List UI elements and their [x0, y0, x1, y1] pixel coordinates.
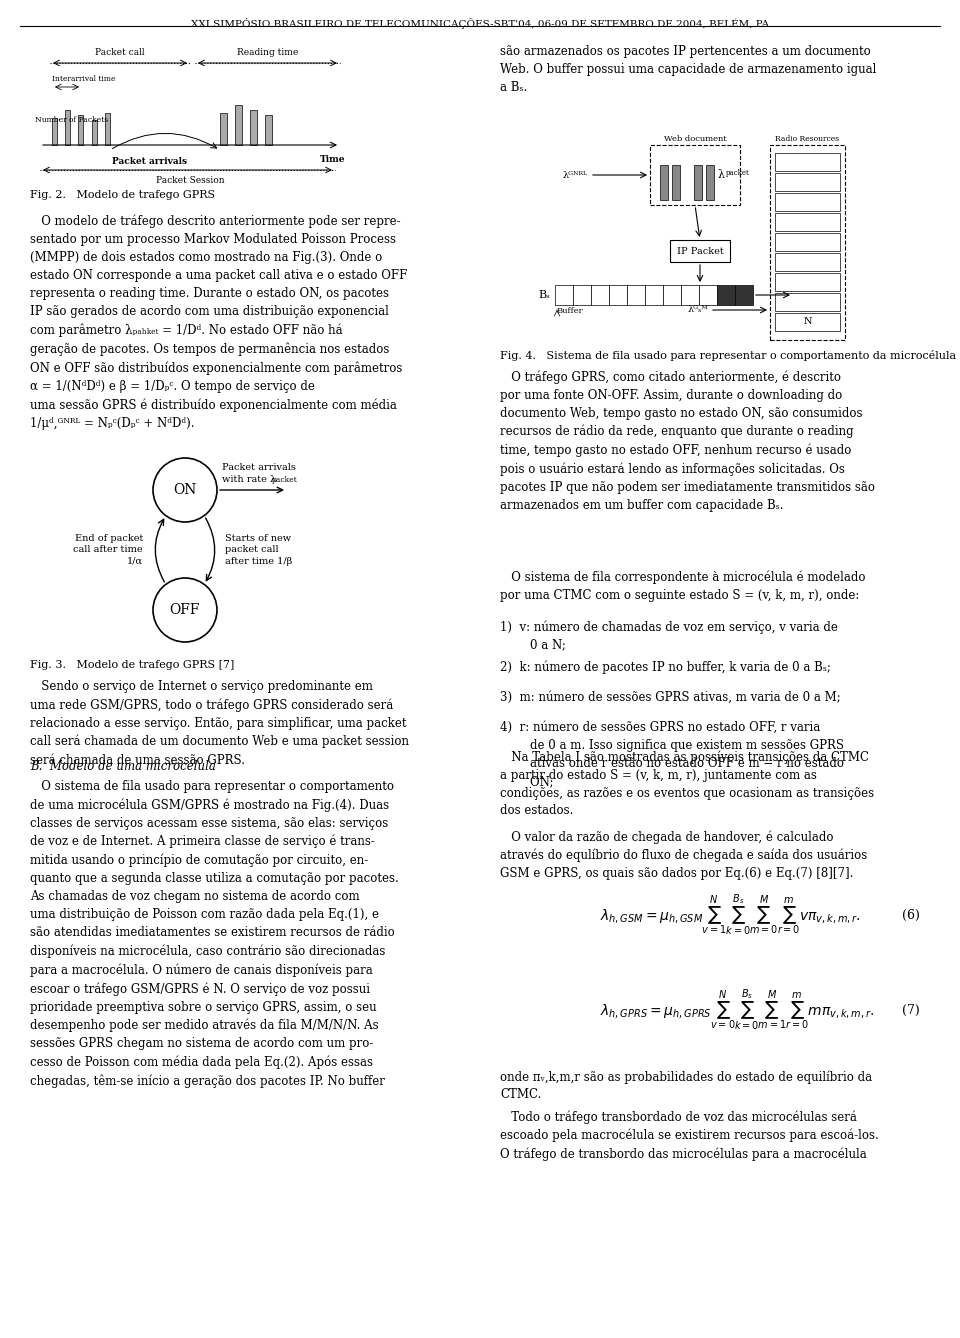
Bar — [265, 115, 272, 145]
Bar — [627, 285, 645, 305]
Text: 3)  m: número de sessões GPRS ativas, m varia de 0 a M;: 3) m: número de sessões GPRS ativas, m v… — [500, 690, 841, 704]
Text: packet: packet — [726, 169, 750, 177]
Text: Web document: Web document — [663, 135, 727, 143]
Bar — [706, 165, 714, 199]
Text: Sendo o serviço de Internet o serviço predominante em
uma rede GSM/GPRS, todo o : Sendo o serviço de Internet o serviço pr… — [30, 680, 409, 767]
Text: Fig. 3.   Modelo de trafego GPRS [7]: Fig. 3. Modelo de trafego GPRS [7] — [30, 660, 234, 670]
Bar — [92, 120, 97, 145]
Text: Time: Time — [320, 155, 345, 165]
Bar — [105, 112, 110, 145]
Text: $\lambda_{h,GSM} = \mu_{h,GSM} \sum_{v=1}^{N} \sum_{k=0}^{B_s} \sum_{m=0}^{M} \s: $\lambda_{h,GSM} = \mu_{h,GSM} \sum_{v=1… — [600, 892, 861, 938]
Text: B.  Modelo de uma microcélula: B. Modelo de uma microcélula — [30, 760, 216, 773]
Bar — [52, 118, 57, 145]
Text: Starts of new
packet call
after time 1/β: Starts of new packet call after time 1/β — [225, 534, 292, 566]
Text: O sistema de fila correspondente à microcélula é modelado
por uma CTMC com o seg: O sistema de fila correspondente à micro… — [500, 570, 866, 602]
Bar — [663, 285, 681, 305]
FancyBboxPatch shape — [670, 240, 730, 262]
Text: Number of Packets: Number of Packets — [35, 116, 108, 124]
Text: O valor da razão de chegada de handover, é calculado
através do equlíbrio do flu: O valor da razão de chegada de handover,… — [500, 830, 867, 880]
Text: Buffer: Buffer — [557, 306, 584, 314]
Text: Reading time: Reading time — [237, 48, 299, 58]
Bar — [573, 285, 591, 305]
Text: Todo o tráfego transbordado de voz das microcélulas será
escoado pela macrocélul: Todo o tráfego transbordado de voz das m… — [500, 1111, 878, 1161]
Text: Packet call: Packet call — [95, 48, 145, 58]
Text: ON: ON — [174, 483, 197, 496]
Bar — [717, 285, 735, 305]
Bar — [650, 145, 740, 205]
Bar — [609, 285, 627, 305]
Text: (6): (6) — [902, 909, 920, 922]
Bar — [775, 233, 840, 252]
Bar — [775, 313, 840, 330]
Bar — [681, 285, 699, 305]
Text: 1)  v: número de chamadas de voz em serviço, v varia de
        0 a N;: 1) v: número de chamadas de voz em servi… — [500, 619, 838, 652]
Bar — [672, 165, 680, 199]
Text: onde πᵥ,k,m,r são as probabilidades do estado de equilíbrio da
CTMC.: onde πᵥ,k,m,r são as probabilidades do e… — [500, 1070, 872, 1101]
Text: XXI SIMPÓSIO BRASILEIRO DE TELECOMUNICAÇÕES-SBT'04, 06-09 DE SETEMBRO DE 2004, B: XXI SIMPÓSIO BRASILEIRO DE TELECOMUNICAÇ… — [191, 17, 769, 29]
Bar — [775, 253, 840, 272]
Bar — [645, 285, 663, 305]
Text: packet: packet — [272, 476, 298, 484]
Bar — [65, 110, 70, 145]
Bar — [591, 285, 609, 305]
Text: 4)  r: número de sessões GPRS no estado OFF, r varia
        de 0 a m. Isso sign: 4) r: número de sessões GPRS no estado O… — [500, 721, 844, 788]
Text: O tráfego GPRS, como citado anteriormente, é descrito
por uma fonte ON-OFF. Assi: O tráfego GPRS, como citado anteriorment… — [500, 371, 875, 511]
Text: Packet arrivals: Packet arrivals — [112, 157, 187, 166]
Text: 2)  k: número de pacotes IP no buffer, k varia de 0 a Bₛ;: 2) k: número de pacotes IP no buffer, k … — [500, 661, 830, 674]
Text: λᴳₛᴹ: λᴳₛᴹ — [687, 305, 708, 314]
Bar — [220, 112, 227, 145]
Bar — [555, 285, 573, 305]
Bar — [694, 165, 702, 199]
Text: with rate λ: with rate λ — [222, 475, 276, 484]
Text: Radio Resources: Radio Resources — [776, 135, 840, 143]
Text: O sistema de fila usado para representar o comportamento
de uma microcélula GSM/: O sistema de fila usado para representar… — [30, 780, 398, 1088]
Bar — [775, 213, 840, 231]
Text: Na Tabela I são mostradas as possíveis transições da CTMC
a partir do estado S =: Na Tabela I são mostradas as possíveis t… — [500, 751, 875, 818]
Bar — [770, 145, 845, 340]
Bar — [775, 293, 840, 310]
Text: Bₛ: Bₛ — [539, 290, 550, 300]
Text: IP Packet: IP Packet — [677, 246, 724, 256]
Text: Packet arrivals: Packet arrivals — [222, 463, 296, 472]
Circle shape — [153, 578, 217, 642]
Bar — [660, 165, 668, 199]
Text: $\lambda_{h,GPRS} = \mu_{h,GPRS} \sum_{v=0}^{N} \sum_{k=0}^{B_s} \sum_{m=1}^{M} : $\lambda_{h,GPRS} = \mu_{h,GPRS} \sum_{v… — [600, 987, 875, 1033]
Text: Fig. 4.   Sistema de fila usado para representar o comportamento da microcélula: Fig. 4. Sistema de fila usado para repre… — [500, 351, 956, 361]
Text: O modelo de tráfego descrito anteriormente pode ser repre-
sentado por um proces: O modelo de tráfego descrito anteriormen… — [30, 215, 407, 429]
Bar — [775, 153, 840, 171]
Text: λᴳᴺᴿᴸ: λᴳᴺᴿᴸ — [563, 170, 588, 179]
Text: Packet Session: Packet Session — [156, 177, 225, 185]
Text: End of packet
call after time
1/α: End of packet call after time 1/α — [73, 534, 143, 566]
Text: são armazenados os pacotes IP pertencentes a um documento
Web. O buffer possui u: são armazenados os pacotes IP pertencent… — [500, 45, 876, 94]
Bar — [250, 110, 257, 145]
Bar — [78, 115, 83, 145]
Bar — [775, 193, 840, 211]
Bar — [235, 104, 242, 145]
Bar — [775, 173, 840, 191]
Text: N: N — [804, 317, 812, 326]
Circle shape — [153, 458, 217, 522]
Bar — [699, 285, 717, 305]
Text: λ: λ — [718, 170, 725, 181]
Bar — [775, 273, 840, 290]
Text: OFF: OFF — [170, 603, 201, 617]
Text: (7): (7) — [902, 1004, 920, 1017]
Text: Fig. 2.   Modelo de trafego GPRS: Fig. 2. Modelo de trafego GPRS — [30, 190, 215, 199]
Bar — [735, 285, 753, 305]
Text: Interarrival time: Interarrival time — [52, 75, 115, 83]
